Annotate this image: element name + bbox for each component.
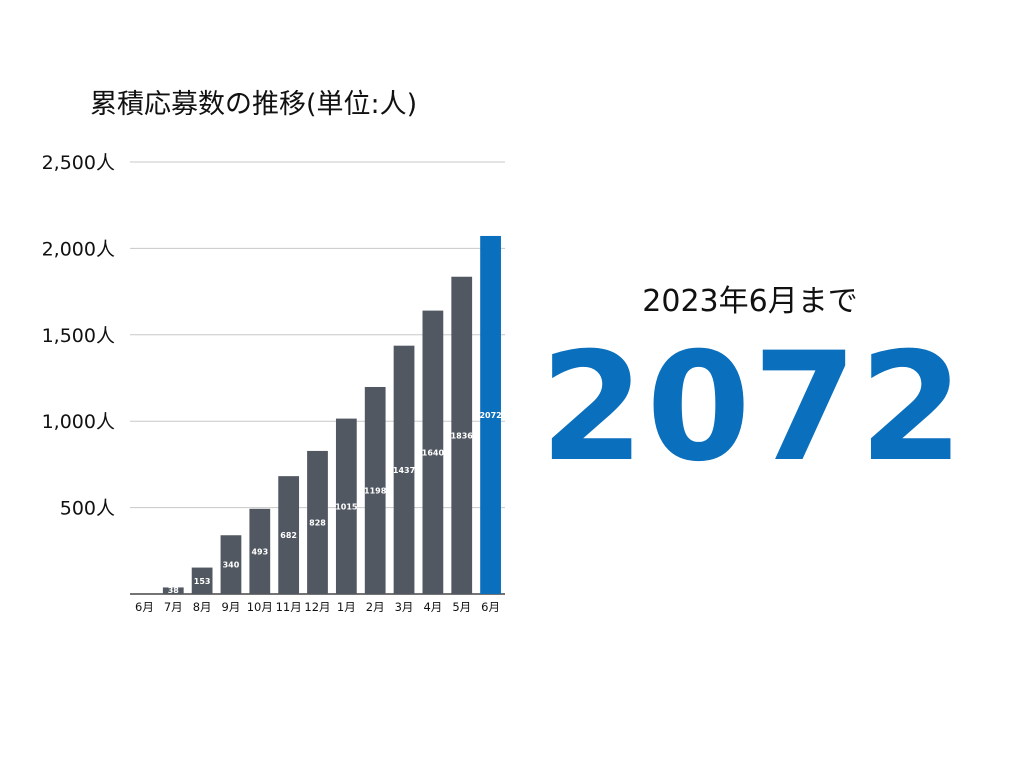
y-tick-label: 500人 bbox=[60, 498, 115, 520]
chart-title: 累積応募数の推移(単位:人) bbox=[90, 89, 417, 120]
x-tick-label: 1月 bbox=[337, 600, 356, 614]
bar-value-label: 340 bbox=[223, 561, 240, 570]
bar bbox=[162, 587, 184, 594]
bar bbox=[191, 567, 213, 594]
bar bbox=[451, 276, 473, 594]
bar-value-label: 828 bbox=[309, 518, 326, 527]
summary-caption: 2023年6月まで bbox=[642, 284, 858, 319]
bar bbox=[335, 418, 357, 594]
bar bbox=[278, 476, 300, 594]
bar-value-label: 2072 bbox=[479, 411, 501, 420]
x-tick-label: 10月 bbox=[247, 600, 273, 614]
x-tick-label: 8月 bbox=[193, 600, 212, 614]
bar-value-label: 1437 bbox=[393, 466, 415, 475]
x-tick-label: 6月 bbox=[135, 600, 154, 614]
bar-value-label: 682 bbox=[280, 531, 297, 540]
x-tick-label: 6月 bbox=[481, 600, 500, 614]
y-tick-label: 2,000人 bbox=[42, 238, 115, 260]
bar-value-label: 493 bbox=[251, 547, 268, 556]
x-tick-label: 11月 bbox=[276, 600, 302, 614]
bar-value-label: 1836 bbox=[451, 431, 474, 440]
y-tick-label: 1,000人 bbox=[42, 411, 115, 433]
bar-value-label: 1015 bbox=[335, 502, 358, 511]
bar-value-label: 1640 bbox=[422, 448, 445, 457]
x-tick-label: 3月 bbox=[395, 600, 414, 614]
bar bbox=[393, 345, 415, 594]
x-tick-label: 12月 bbox=[304, 600, 330, 614]
x-tick-label: 9月 bbox=[222, 600, 241, 614]
x-tick-label: 4月 bbox=[423, 600, 442, 614]
x-tick-label: 7月 bbox=[164, 600, 183, 614]
bar bbox=[364, 386, 386, 594]
bar bbox=[307, 450, 328, 594]
bar-value-label: 1198 bbox=[364, 486, 387, 495]
x-tick-label: 5月 bbox=[452, 600, 471, 614]
bar-value-label: 38 bbox=[168, 586, 180, 595]
x-tick-label: 2月 bbox=[366, 600, 385, 614]
bar bbox=[422, 310, 444, 594]
total-applications-value: 2072 bbox=[540, 321, 966, 495]
y-tick-label: 2,500人 bbox=[42, 152, 115, 174]
bar bbox=[220, 535, 242, 594]
y-tick-label: 1,500人 bbox=[42, 325, 115, 347]
bar bbox=[249, 508, 271, 594]
bar-value-label: 153 bbox=[194, 577, 211, 586]
bar bbox=[480, 235, 501, 594]
